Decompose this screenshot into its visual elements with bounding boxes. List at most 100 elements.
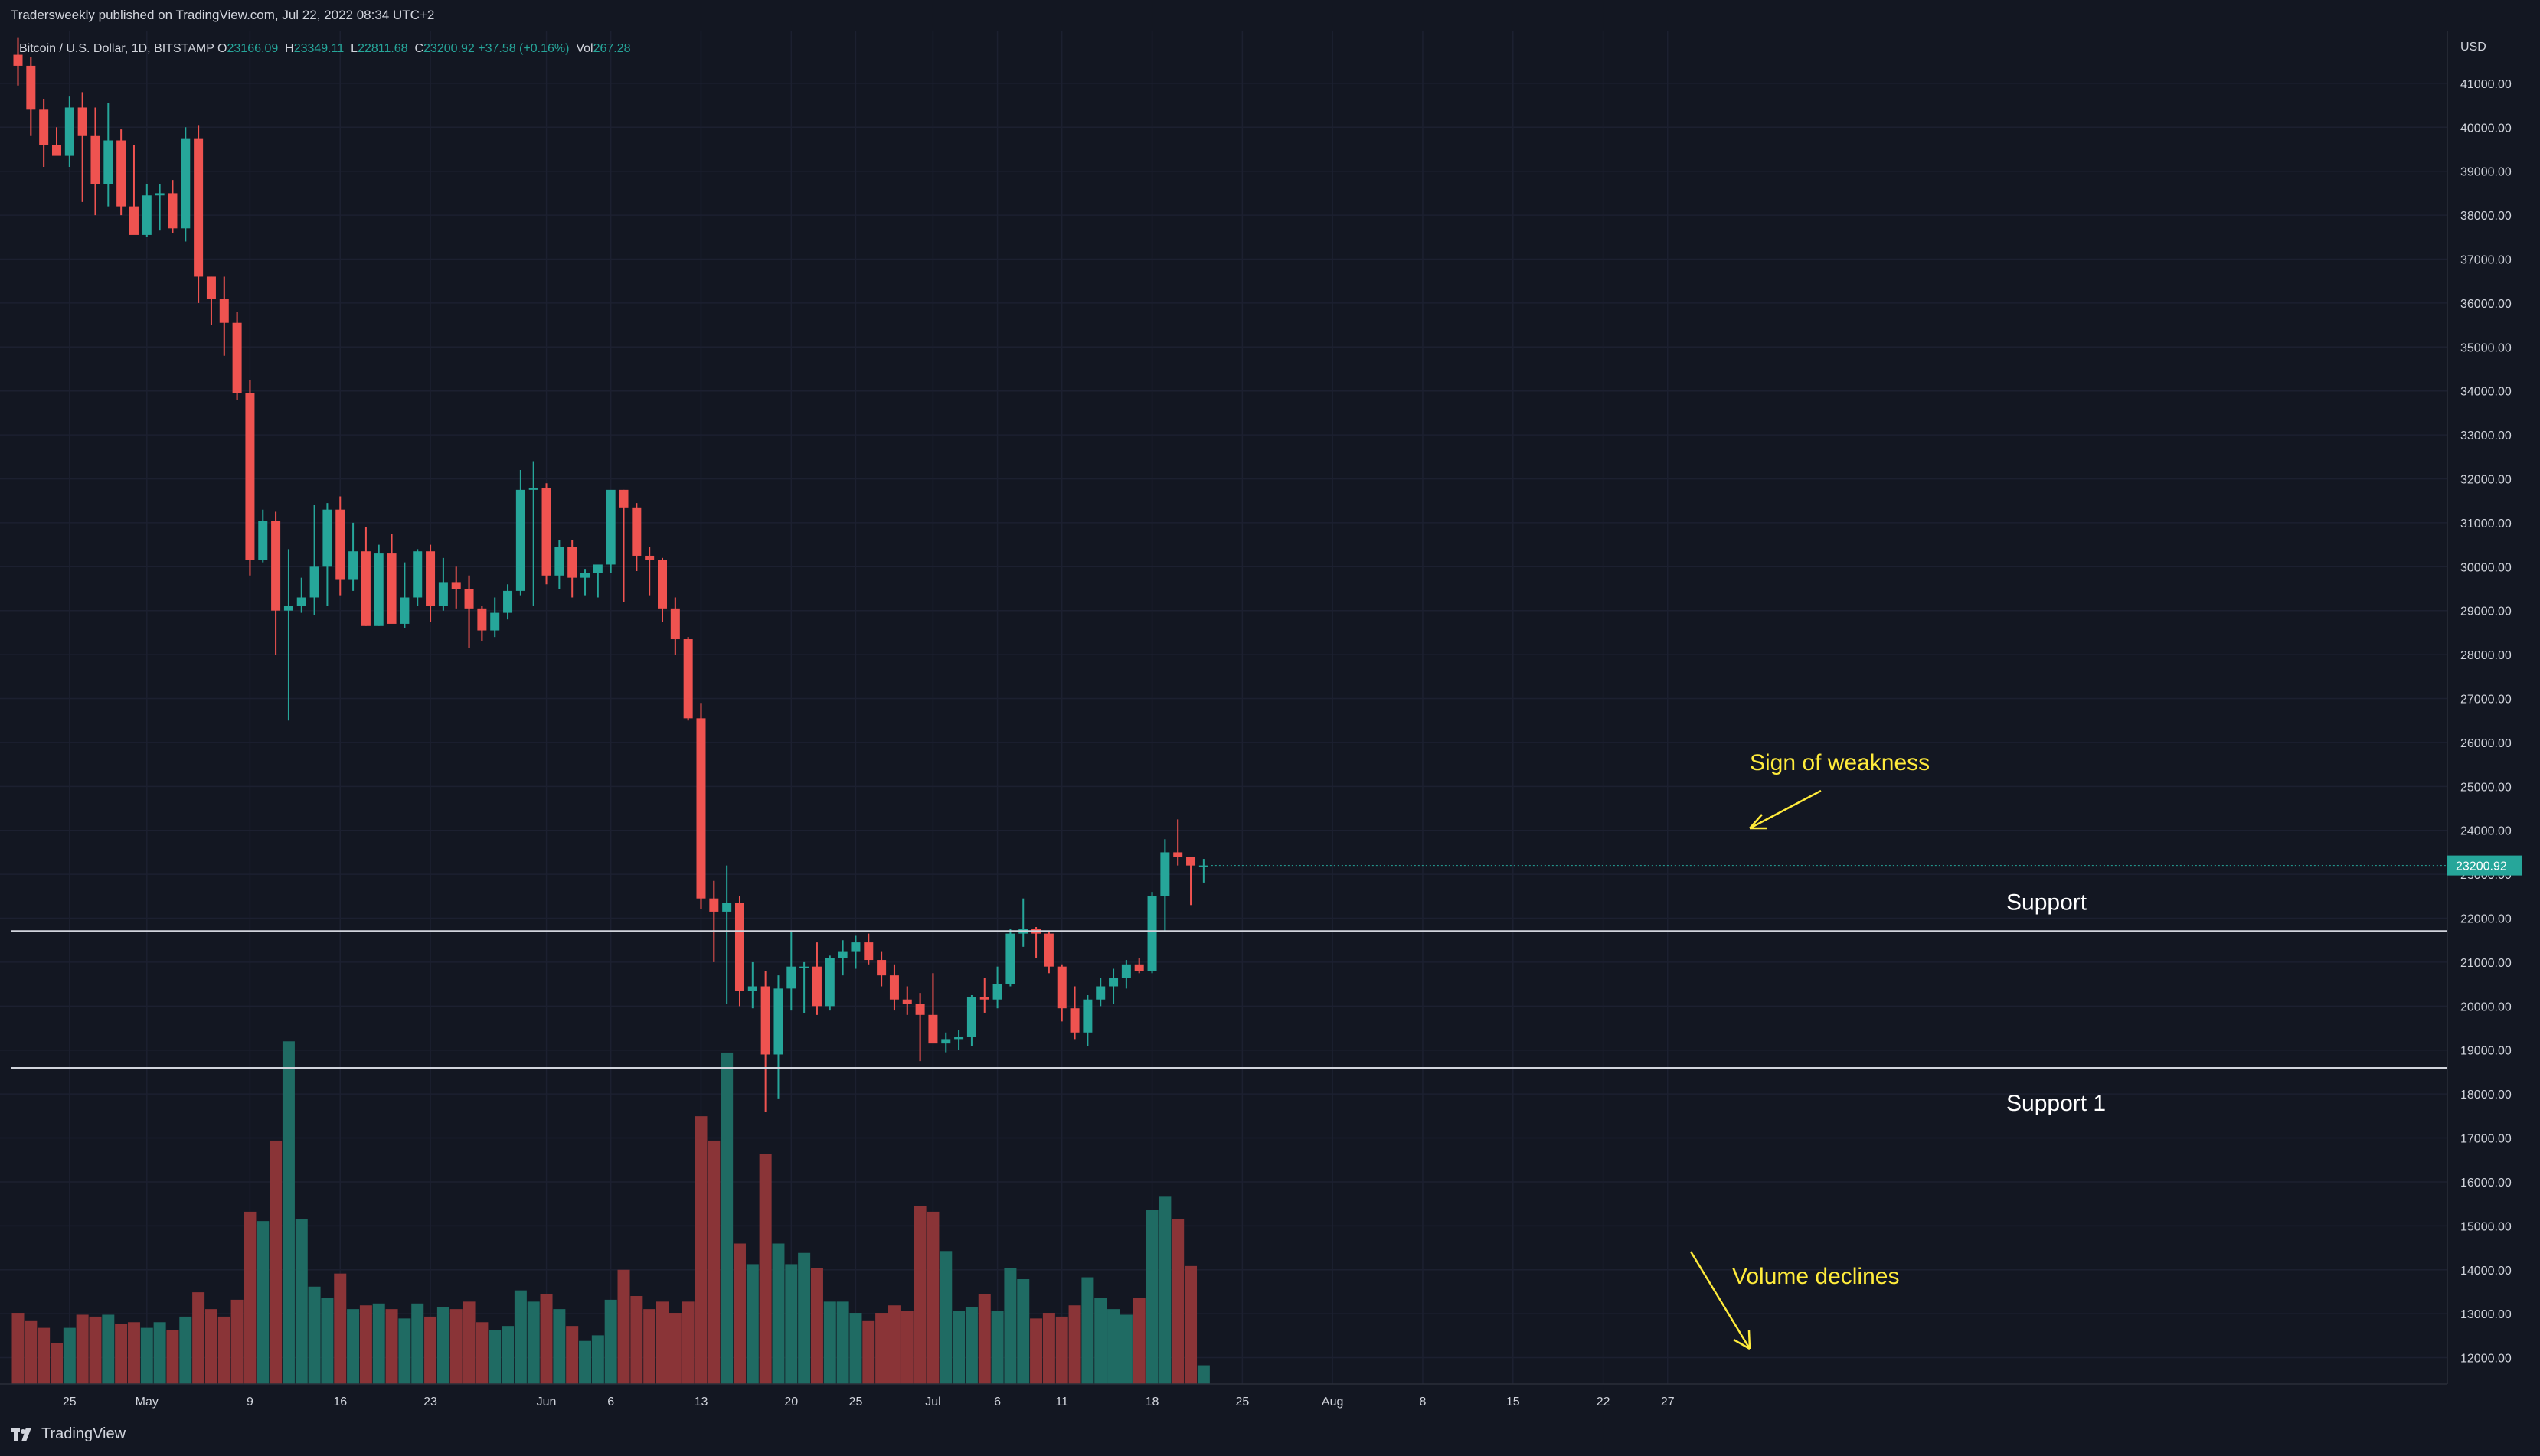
candle-down [464, 575, 474, 648]
price-tick-label: 37000.00 [2460, 253, 2512, 266]
volume-label: Vol [576, 42, 593, 55]
volume-bar [940, 1251, 953, 1384]
volume-bar [978, 1294, 991, 1384]
volume-bar [436, 1307, 449, 1384]
volume-bar [823, 1301, 836, 1384]
candle-body [181, 138, 191, 229]
volume-bar [875, 1313, 888, 1384]
volume-bar [785, 1264, 798, 1384]
candle-up [954, 1030, 964, 1050]
candle-body [258, 521, 268, 560]
time-tick-label: 15 [1506, 1396, 1520, 1409]
price-tick-label: 30000.00 [2460, 561, 2512, 574]
open-value: 23166.09 [227, 42, 279, 55]
candle-down [1070, 986, 1080, 1040]
candle-body [1186, 857, 1196, 866]
candle-body [464, 589, 474, 609]
symbol-title: Bitcoin / U.S. Dollar, 1D, BITSTAMP [19, 42, 214, 55]
low-label: L [351, 42, 358, 55]
candle-body [438, 582, 448, 606]
footer-bar: TradingView [0, 1415, 2540, 1456]
volume-bar [282, 1041, 295, 1384]
annotation-arrow [1689, 1251, 1751, 1350]
time-tick-label: 25 [63, 1396, 77, 1409]
candle-down [734, 896, 744, 1007]
volume-bar [566, 1326, 579, 1384]
volume-bar [1159, 1196, 1172, 1384]
high-label: H [285, 42, 294, 55]
volume-bar [411, 1303, 424, 1384]
price-tick-label: 19000.00 [2460, 1045, 2512, 1058]
price-tick-label: 28000.00 [2460, 649, 2512, 662]
volume-bar [385, 1309, 398, 1384]
time-axis-bg [0, 1384, 2540, 1415]
candle-body [645, 555, 655, 560]
volume-bar [901, 1311, 914, 1384]
candle-body [567, 547, 577, 578]
candle-down [426, 544, 436, 622]
price-tick-label: 24000.00 [2460, 825, 2512, 838]
time-tick-label: 23 [423, 1396, 437, 1409]
volume-bar [540, 1294, 553, 1384]
candle-body [799, 966, 809, 968]
candle-up [64, 96, 74, 167]
volume-bar [76, 1314, 89, 1384]
candle-body [129, 206, 139, 235]
price-tick-label: 22000.00 [2460, 913, 2512, 926]
time-tick-label: Jun [537, 1396, 557, 1409]
candle-down [387, 534, 397, 624]
candle-body [864, 942, 874, 961]
volume-bar [746, 1264, 759, 1384]
candle-down [864, 933, 874, 965]
volume-bar [656, 1301, 669, 1384]
candle-body [64, 107, 74, 156]
candle-body [825, 958, 835, 1007]
candle-up [142, 184, 152, 237]
candle-body [232, 322, 242, 393]
volume-bar [1197, 1365, 1210, 1384]
candle-down [77, 92, 87, 202]
volume-bar [733, 1243, 746, 1384]
candle-up [181, 127, 191, 242]
candle-body [490, 612, 500, 631]
candle-body [348, 551, 358, 580]
volume-bar [553, 1309, 566, 1384]
candle-body [851, 942, 861, 952]
tradingview-logo[interactable]: TradingView [11, 1425, 126, 1443]
annotation-volume-declines: Volume declines [1732, 1264, 1899, 1289]
volume-bar [604, 1299, 617, 1384]
close-label: C [414, 42, 423, 55]
annotation-arrowhead [1733, 1330, 1751, 1350]
volume-bar [617, 1269, 630, 1384]
candle-body [812, 966, 822, 1007]
price-tick-label: 15000.00 [2460, 1220, 2512, 1233]
price-axis: USD 12000.00 13000.00 14000.00 15000.00 16000… [2447, 31, 2540, 1415]
volume-bar [25, 1320, 38, 1384]
volume-bar [359, 1305, 372, 1384]
candle-body [51, 145, 61, 156]
volume-bar [669, 1313, 682, 1384]
candle-down [219, 276, 229, 356]
volume-bar [1068, 1305, 1081, 1384]
candle-body [477, 608, 487, 631]
candle-down [194, 125, 204, 303]
candle-body [1121, 964, 1131, 978]
volume-bar [1004, 1268, 1017, 1384]
candle-body [1109, 978, 1119, 987]
candle-body [206, 276, 216, 299]
volume-bar [1030, 1318, 1043, 1384]
candle-up [1005, 929, 1015, 987]
candle-up [348, 522, 358, 591]
candle-body [219, 299, 229, 323]
candle-body [1083, 999, 1093, 1033]
legend-space [278, 42, 285, 55]
price-tick-label: 39000.00 [2460, 166, 2512, 179]
candle-down [1186, 857, 1196, 906]
tradingview-brand: TradingView [41, 1425, 126, 1442]
candle-body [979, 997, 989, 1000]
price-tick-label: 32000.00 [2460, 474, 2512, 487]
volume-bar [449, 1309, 463, 1384]
candle-body [683, 639, 693, 719]
